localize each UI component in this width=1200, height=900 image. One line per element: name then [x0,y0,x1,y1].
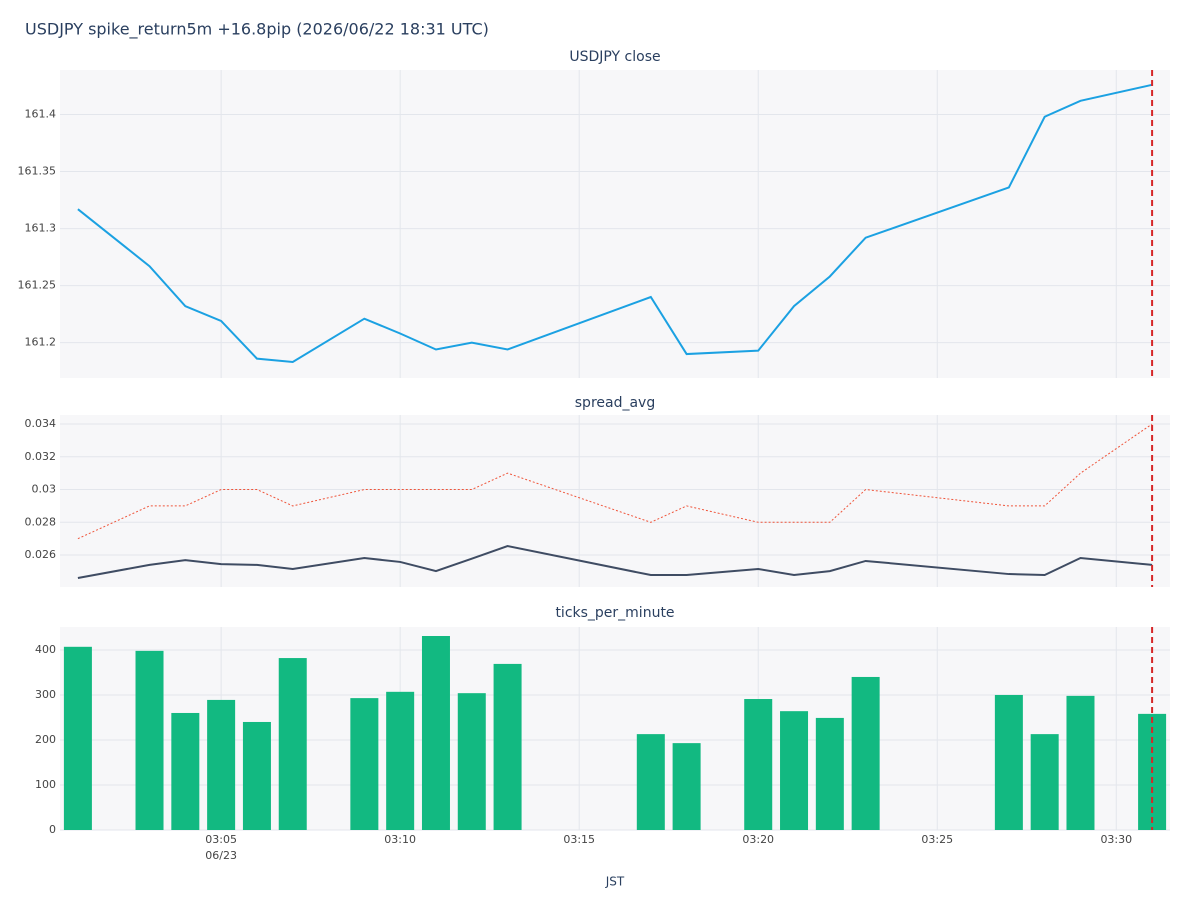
bar [386,691,415,830]
y-tick-label: 0.026 [25,548,57,561]
x-tick-label: 03:25 [921,833,953,846]
plot-area [60,70,1170,378]
bar [457,693,486,830]
y-tick-label: 0.03 [32,483,57,496]
bar [207,699,236,830]
bar [493,663,522,830]
bar [350,698,379,830]
bar [672,743,701,830]
x-tick-label: 03:30 [1100,833,1132,846]
x-tick-label: 03:05 [205,833,237,846]
bar [278,658,307,830]
bar [171,712,200,830]
chart-title: USDJPY spike_return5m +16.8pip (2026/06/… [25,20,489,40]
x-tick-label: 03:10 [384,833,416,846]
bar [636,734,665,830]
line-series [77,423,1153,540]
subplot-title: USDJPY close [569,49,660,65]
x-date-label: 06/23 [205,849,237,862]
x-tick-label: 03:15 [563,833,595,846]
x-axis-label: JST [605,875,625,889]
bar [242,721,271,830]
bar [1030,734,1059,830]
y-tick-label: 0.034 [25,417,57,430]
bar [851,676,880,830]
bar [994,694,1023,830]
y-tick-label: 0.032 [25,450,57,463]
y-tick-label: 400 [35,643,56,656]
y-tick-label: 161.2 [25,336,57,349]
bar [135,650,164,830]
y-tick-label: 161.25 [18,279,57,292]
y-tick-label: 200 [35,733,56,746]
x-tick-label: 03:20 [742,833,774,846]
bar [421,636,450,830]
bar [815,717,844,830]
y-tick-label: 161.3 [25,222,57,235]
y-tick-label: 161.4 [25,107,57,120]
y-tick-label: 0.028 [25,515,57,528]
y-tick-label: 161.35 [18,165,57,178]
subplot-title: spread_avg [575,395,655,411]
bar [63,646,92,830]
plot-area [60,415,1170,587]
bar [744,699,773,830]
bar [1066,695,1095,830]
line-series [77,83,1153,364]
line-series [77,545,1153,579]
y-tick-label: 300 [35,688,56,701]
y-tick-label: 100 [35,778,56,791]
subplot-title: ticks_per_minute [555,605,674,621]
bar [780,711,809,830]
y-tick-label: 0 [49,823,56,836]
